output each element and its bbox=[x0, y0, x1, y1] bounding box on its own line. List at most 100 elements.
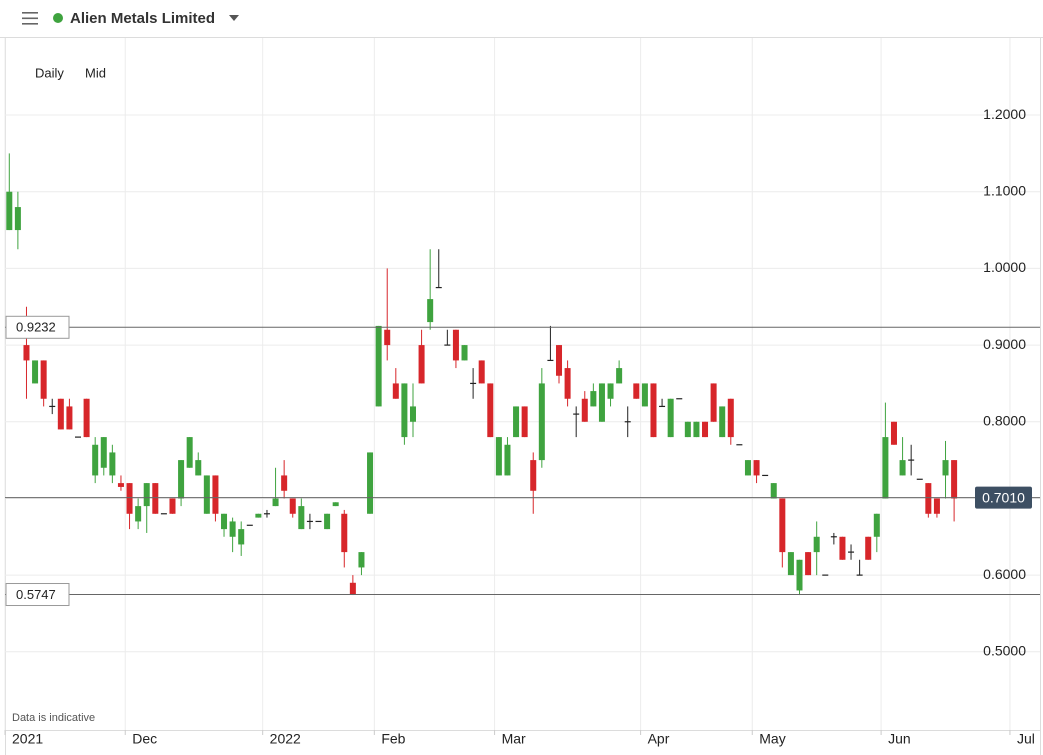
candle-body bbox=[770, 483, 777, 499]
candle-body bbox=[367, 452, 374, 514]
candle-body bbox=[942, 460, 949, 476]
candle-body bbox=[195, 460, 202, 476]
candle-body bbox=[487, 383, 494, 438]
candle-body bbox=[865, 536, 872, 560]
y-tick-label: 0.6000 bbox=[983, 566, 1026, 582]
candle-body bbox=[452, 329, 459, 361]
candle-body bbox=[375, 325, 382, 407]
interval-button[interactable]: Daily bbox=[35, 65, 64, 80]
candle-body bbox=[229, 521, 236, 537]
candle-body bbox=[401, 383, 408, 438]
header: Alien Metals Limited bbox=[0, 10, 1043, 38]
candle-body bbox=[796, 559, 803, 591]
candle-body bbox=[126, 483, 133, 514]
candle-body bbox=[873, 513, 880, 537]
grid bbox=[4, 38, 1040, 730]
candle-body bbox=[92, 444, 99, 476]
menu-bar bbox=[22, 12, 38, 14]
x-tick-label: Jul bbox=[1017, 731, 1035, 747]
candle-body bbox=[933, 498, 940, 514]
reference-label-box bbox=[975, 486, 1032, 509]
x-tick-label: Feb bbox=[381, 731, 405, 747]
candle-body bbox=[392, 383, 399, 399]
candle-body bbox=[753, 460, 760, 476]
menu-button[interactable] bbox=[22, 12, 38, 25]
candle-body bbox=[633, 383, 640, 399]
reference-label-box bbox=[5, 583, 70, 607]
candle-body bbox=[418, 345, 425, 384]
y-tick-label: 1.0000 bbox=[983, 259, 1026, 275]
candle-body bbox=[186, 437, 193, 468]
instrument-selector[interactable]: Alien Metals Limited bbox=[53, 10, 239, 27]
candle-body bbox=[616, 368, 623, 384]
candle-body bbox=[710, 383, 717, 422]
candle-body bbox=[289, 498, 296, 514]
reference-label: 0.9232 bbox=[16, 320, 56, 335]
candle-body bbox=[255, 513, 262, 518]
candle-body bbox=[641, 383, 648, 407]
candle-body bbox=[744, 460, 751, 476]
candle-body bbox=[581, 398, 588, 422]
candle-body bbox=[530, 460, 537, 491]
y-tick-label: 0.9000 bbox=[983, 336, 1026, 352]
candle-body bbox=[839, 536, 846, 560]
price-type-button[interactable]: Mid bbox=[85, 65, 106, 80]
candle-body bbox=[203, 475, 210, 514]
candle-body bbox=[143, 483, 150, 507]
candle-body bbox=[109, 452, 116, 476]
candle-body bbox=[221, 513, 228, 530]
y-tick-label: 0.5000 bbox=[983, 642, 1026, 658]
candle-body bbox=[324, 513, 331, 530]
candle-body bbox=[779, 498, 786, 553]
candle-body bbox=[607, 383, 614, 399]
candle-body bbox=[66, 406, 73, 430]
candle-body bbox=[598, 383, 605, 422]
reference-label: 0.7010 bbox=[982, 489, 1025, 505]
dropdown-caret bbox=[229, 15, 239, 21]
reference-label: 0.5747 bbox=[16, 587, 56, 602]
overlays: 0.50000.60000.70000.80000.90001.00001.10… bbox=[4, 106, 1040, 747]
candle-body bbox=[427, 299, 434, 323]
candle-body bbox=[272, 498, 279, 507]
candle-body bbox=[564, 368, 571, 399]
candle-body bbox=[349, 582, 356, 595]
candle-body bbox=[6, 191, 13, 231]
candle-body bbox=[461, 345, 468, 361]
x-tick-label: 2021 bbox=[12, 731, 43, 747]
candle-body bbox=[32, 360, 39, 384]
y-tick-label: 1.2000 bbox=[983, 106, 1026, 122]
candle-body bbox=[650, 383, 657, 438]
candle-body bbox=[409, 406, 416, 422]
candle-body bbox=[787, 552, 794, 576]
x-tick-label: Jun bbox=[888, 731, 911, 747]
reference-label-box bbox=[5, 315, 70, 339]
candle-body bbox=[495, 437, 502, 476]
candle-body bbox=[23, 345, 30, 361]
candle-body bbox=[14, 207, 21, 231]
candle-body bbox=[83, 398, 90, 438]
candle-body bbox=[882, 437, 889, 499]
candle-body bbox=[538, 383, 545, 461]
candle-body bbox=[521, 406, 528, 438]
candle-body bbox=[813, 536, 820, 553]
candle-body bbox=[298, 506, 305, 530]
candle-body bbox=[719, 406, 726, 438]
candle-body bbox=[169, 498, 176, 514]
candle-body bbox=[117, 483, 124, 487]
y-tick-label: 1.1000 bbox=[983, 182, 1026, 198]
candle-body bbox=[135, 506, 142, 522]
candle-body bbox=[332, 502, 339, 507]
candle-body bbox=[899, 460, 906, 476]
menu-bar bbox=[22, 17, 38, 20]
candle-body bbox=[925, 483, 932, 514]
candle-body bbox=[890, 421, 897, 445]
candle-body bbox=[281, 475, 288, 491]
x-tick-label: Apr bbox=[648, 731, 670, 747]
candles bbox=[6, 153, 958, 596]
x-tick-label: Dec bbox=[132, 731, 157, 747]
candle-body bbox=[341, 513, 348, 553]
status-dot bbox=[53, 13, 63, 23]
